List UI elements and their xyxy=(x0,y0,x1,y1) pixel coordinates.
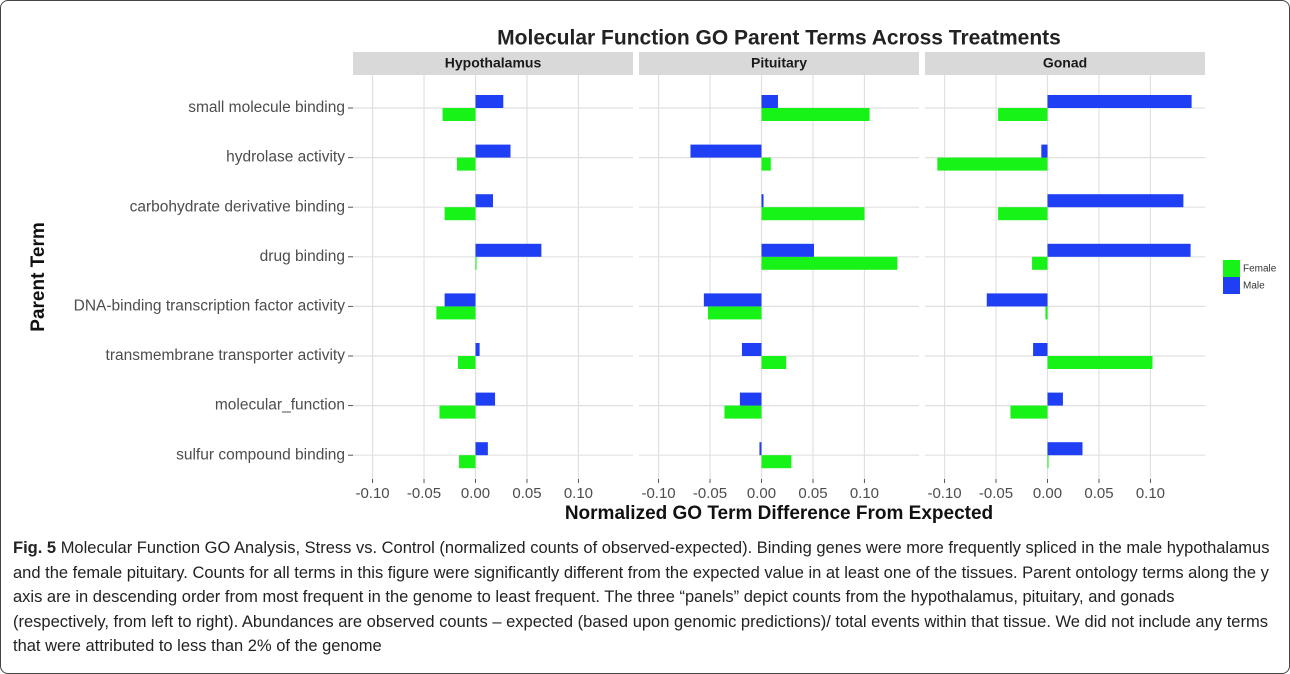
panel-background xyxy=(925,75,1205,479)
y-tick-label: transmembrane transporter activity xyxy=(106,347,346,364)
x-tick-label: 0.00 xyxy=(461,485,490,502)
bar xyxy=(986,293,1048,307)
bar xyxy=(761,455,792,469)
chart-title: Molecular Function GO Parent Terms Acros… xyxy=(497,27,1061,50)
x-tick-label: 0.10 xyxy=(1136,485,1165,502)
bar xyxy=(1047,356,1153,369)
y-tick-label: hydrolase activity xyxy=(226,149,345,166)
bar xyxy=(761,256,898,270)
bar xyxy=(475,243,542,257)
y-tick-label: drug binding xyxy=(260,248,345,265)
panel-label: Gonad xyxy=(1043,55,1087,71)
bar xyxy=(1047,243,1191,257)
x-tick-label: -0.05 xyxy=(979,485,1013,502)
panel-background xyxy=(353,75,633,479)
x-tick-label: 0.10 xyxy=(850,485,879,502)
y-tick-label: small molecule binding xyxy=(188,99,345,116)
y-axis-label: Parent Term xyxy=(28,222,49,331)
bar xyxy=(759,442,762,456)
bar xyxy=(1047,442,1083,456)
strip xyxy=(925,52,1205,75)
bar xyxy=(937,157,1048,171)
bar xyxy=(475,392,496,406)
legend-key xyxy=(1223,277,1240,294)
bar xyxy=(475,95,504,108)
x-tick-label: 0.00 xyxy=(1033,485,1062,502)
bar xyxy=(458,356,476,369)
bar xyxy=(761,356,787,369)
bar xyxy=(456,157,476,171)
bar xyxy=(998,207,1048,221)
bar xyxy=(475,343,480,356)
panel-background xyxy=(639,75,919,479)
x-tick-label: -0.05 xyxy=(693,485,727,502)
x-tick-label: -0.10 xyxy=(927,485,961,502)
bar xyxy=(475,442,488,456)
x-tick-label: -0.05 xyxy=(407,485,441,502)
bar xyxy=(1033,343,1048,356)
legend-label: Female xyxy=(1243,264,1277,275)
bar xyxy=(741,343,762,356)
bar xyxy=(1010,405,1048,419)
x-tick-label: 0.05 xyxy=(1084,485,1113,502)
bar xyxy=(439,405,476,419)
panel-label: Pituitary xyxy=(751,55,807,71)
x-tick-label: 0.10 xyxy=(564,485,593,502)
bar xyxy=(761,157,771,171)
strip xyxy=(639,52,919,75)
legend-label: Male xyxy=(1243,281,1265,292)
bar xyxy=(761,194,764,208)
caption: Fig. 5 Molecular Function GO Analysis, S… xyxy=(13,536,1275,659)
x-tick-label: 0.00 xyxy=(747,485,776,502)
bar xyxy=(475,256,477,270)
bar xyxy=(444,293,476,307)
x-tick-label: 0.05 xyxy=(512,485,541,502)
bar xyxy=(442,108,476,121)
bar xyxy=(1041,144,1048,158)
bar xyxy=(475,194,493,208)
y-tick-label: molecular_function xyxy=(215,397,345,414)
x-axis-label: Normalized GO Term Difference From Expec… xyxy=(565,503,993,524)
bar xyxy=(761,95,778,108)
y-tick-label: carbohydrate derivative binding xyxy=(130,198,345,215)
bar xyxy=(1032,256,1048,270)
bar xyxy=(1047,194,1184,208)
bar xyxy=(761,207,865,221)
bar xyxy=(761,243,814,257)
y-tick-label: sulfur compound binding xyxy=(176,446,345,463)
strip xyxy=(353,52,633,75)
bar xyxy=(703,293,762,307)
bar xyxy=(1047,95,1192,108)
bar xyxy=(1047,455,1049,469)
bar xyxy=(761,108,870,121)
bar xyxy=(1047,392,1063,406)
legend-key xyxy=(1223,260,1240,277)
bar xyxy=(1045,306,1048,320)
bar xyxy=(444,207,476,221)
x-tick-label: -0.10 xyxy=(641,485,675,502)
bar xyxy=(690,144,762,158)
chart: Molecular Function GO Parent Terms Acros… xyxy=(28,27,1277,524)
bar xyxy=(739,392,762,406)
bar xyxy=(436,306,476,320)
panel-label: Hypothalamus xyxy=(445,55,542,71)
bar xyxy=(475,144,511,158)
bar xyxy=(724,405,762,419)
x-tick-label: 0.05 xyxy=(798,485,827,502)
x-tick-label: -0.10 xyxy=(355,485,389,502)
bar xyxy=(459,455,476,469)
caption-text: Molecular Function GO Analysis, Stress v… xyxy=(13,539,1270,655)
y-tick-label: DNA-binding transcription factor activit… xyxy=(74,297,346,314)
bar xyxy=(707,306,762,320)
caption-label: Fig. 5 xyxy=(13,539,57,557)
bar xyxy=(998,108,1048,121)
